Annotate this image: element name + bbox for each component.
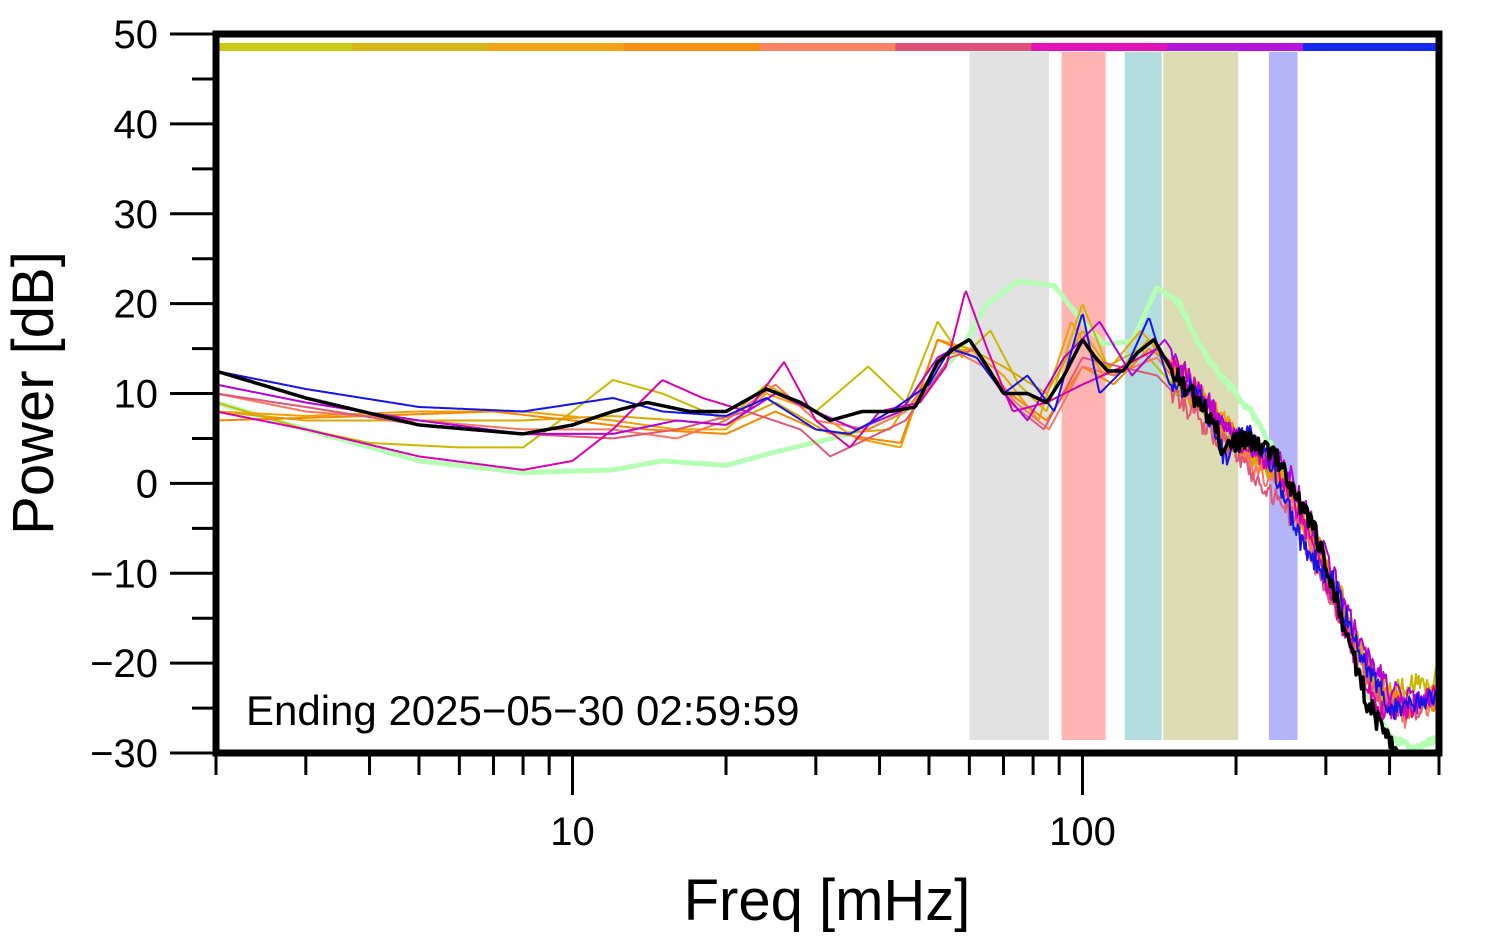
time-bar-segment-3 <box>623 43 761 51</box>
spectrum-line-2 <box>216 330 1439 718</box>
time-color-bar <box>216 43 1440 51</box>
x-axis: 10 100 <box>214 753 1441 854</box>
spectrum-line-5 <box>216 348 1439 729</box>
annotation-ending-time: Ending 2025−05−30 02:59:59 <box>246 687 800 734</box>
y-axis-title: Power [dB] <box>1 251 66 535</box>
time-bar-segment-4 <box>759 43 896 51</box>
y-tick-label: −10 <box>90 552 158 596</box>
time-bar-segment-1 <box>351 43 489 51</box>
band-1 <box>1061 52 1106 740</box>
time-bar-segment-2 <box>487 43 625 51</box>
spectrum-line-7 <box>216 290 1439 721</box>
time-bar-segment-8 <box>1303 43 1440 51</box>
x-axis-title: Freq [mHz] <box>684 868 971 933</box>
spectrum-line-4 <box>216 338 1439 720</box>
spectrum-line-8 <box>216 320 1439 712</box>
y-tick-label: 50 <box>114 13 159 57</box>
x-tick-label: 10 <box>550 810 595 854</box>
spectrum-line-10 <box>216 338 1410 753</box>
y-axis: −30 −20 −10 0 10 20 30 40 50 <box>90 13 216 776</box>
time-bar-segment-6 <box>1031 43 1168 51</box>
plot-frame <box>212 30 1443 757</box>
time-bar-segment-5 <box>895 43 1032 51</box>
y-tick-label: −30 <box>90 732 158 776</box>
time-bar-segment-0 <box>216 43 353 51</box>
spectrum-series <box>216 278 1439 753</box>
spectrum-line-0 <box>216 278 1439 753</box>
spectrum-line-3 <box>216 321 1439 719</box>
y-tick-label: 10 <box>114 373 159 417</box>
y-tick-label: −20 <box>90 642 158 686</box>
frequency-band-shading <box>969 52 1298 740</box>
y-tick-label: 30 <box>114 193 159 237</box>
x-tick-label: 100 <box>1049 810 1116 854</box>
time-bar-segment-7 <box>1167 43 1304 51</box>
y-tick-label: 20 <box>114 283 159 327</box>
spectrum-line-1 <box>216 303 1439 699</box>
spectrum-line-9 <box>216 313 1439 720</box>
band-4 <box>1268 52 1298 740</box>
y-tick-label: 40 <box>114 103 159 147</box>
band-2 <box>1124 52 1162 740</box>
y-tick-label: 0 <box>136 462 158 506</box>
